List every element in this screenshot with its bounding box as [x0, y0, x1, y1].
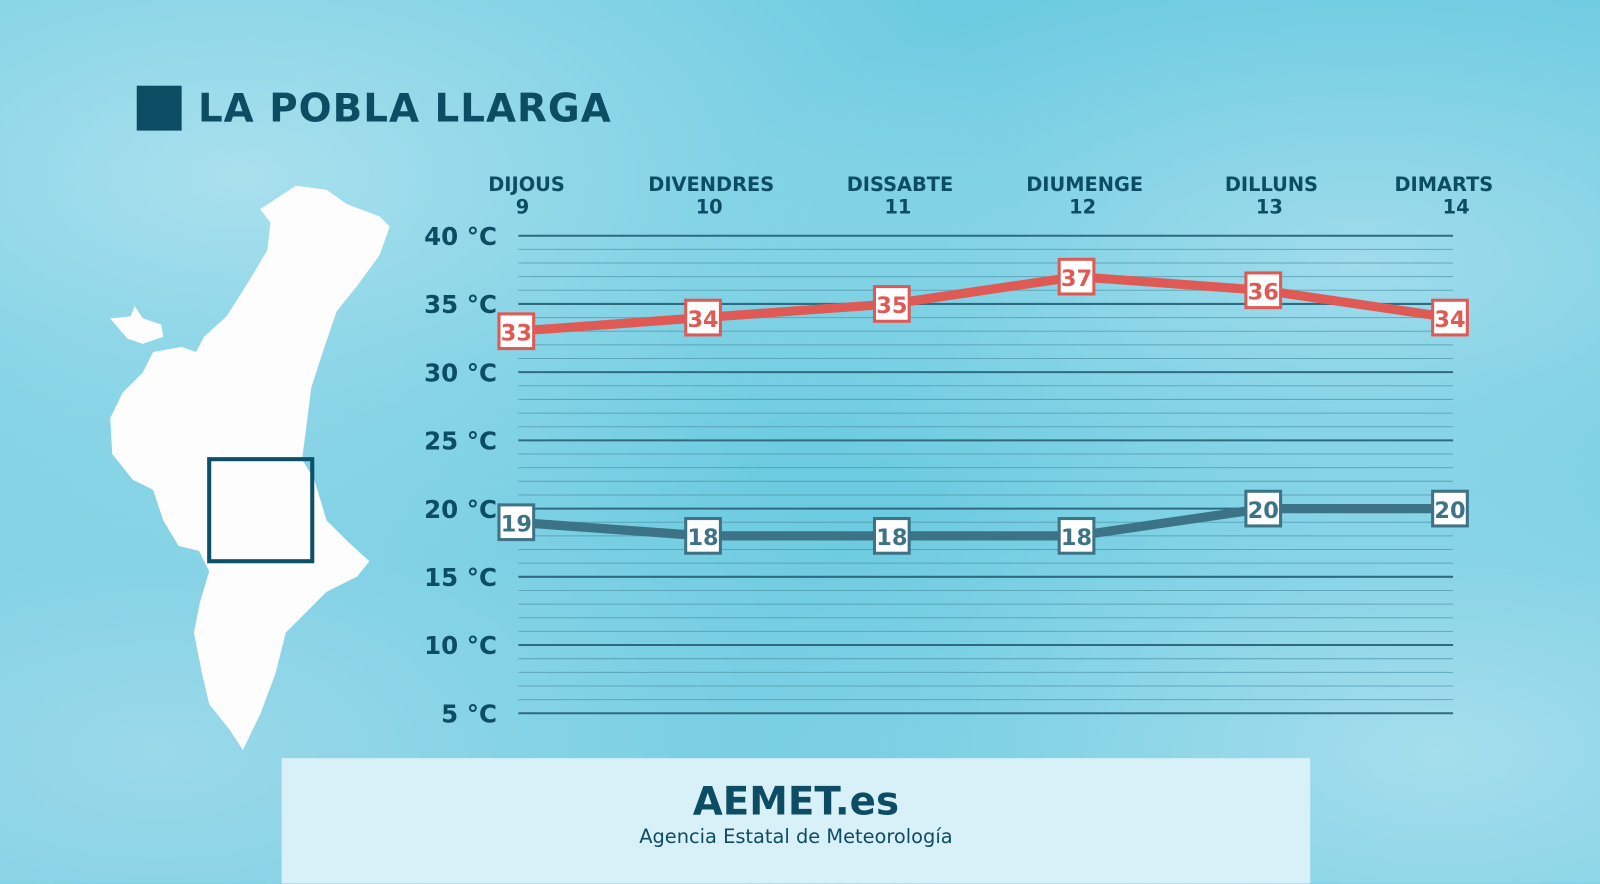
date-label: 10	[696, 195, 723, 218]
max-value-label: 34	[687, 307, 718, 333]
min-point-marker	[1431, 489, 1469, 528]
min-point-marker	[1244, 489, 1283, 528]
footer-banner: AEMET.es Agencia Estatal de Meteorología	[281, 758, 1311, 884]
temperature-chart: 40 °C 35 °C 30 °C 25 °C 20 °C 15 °C 10 °C 5 °C D…	[424, 173, 1493, 729]
day-label: DISSABTE	[847, 173, 954, 196]
y-tick-label: 40 °C	[424, 222, 497, 251]
location-title: LA POBLA LLARGA	[136, 85, 612, 131]
y-tick-label: 20 °C	[424, 495, 497, 524]
max-point-marker	[1431, 298, 1469, 337]
island-shape	[110, 306, 164, 344]
day-label: DIUMENGE	[1026, 173, 1143, 196]
max-value-label: 35	[876, 293, 907, 319]
date-label: 9	[516, 195, 529, 218]
y-tick-label: 5 °C	[441, 699, 497, 728]
date-label: 12	[1069, 195, 1096, 218]
valencia-map-shape	[110, 185, 390, 750]
day-label: DIVENDRES	[648, 173, 774, 196]
max-value-label: 34	[1434, 307, 1465, 333]
day-label: DILLUNS	[1225, 173, 1318, 196]
date-label: 14	[1443, 195, 1470, 218]
day-label: DIJOUS	[488, 173, 565, 196]
min-value-label: 18	[1061, 525, 1092, 551]
min-point-marker	[872, 517, 911, 555]
min-point-marker	[1057, 517, 1096, 555]
max-point-marker	[872, 285, 911, 323]
y-tick-label: 15 °C	[424, 563, 497, 592]
max-temp-line	[515, 272, 1451, 336]
max-point-marker	[1057, 257, 1096, 296]
location-name: LA POBLA LLARGA	[197, 85, 612, 131]
max-point-marker	[1244, 271, 1283, 310]
min-value-label: 20	[1248, 498, 1279, 524]
title-square-icon	[136, 85, 182, 131]
max-point-marker	[497, 312, 536, 351]
min-temp-line	[515, 504, 1450, 541]
max-value-label: 37	[1061, 266, 1092, 292]
min-value-label: 19	[501, 511, 532, 537]
date-label: 13	[1256, 195, 1283, 218]
min-value-label: 20	[1434, 498, 1465, 524]
y-tick-label: 30 °C	[424, 358, 497, 387]
region-map	[110, 185, 390, 750]
max-point-marker	[684, 298, 722, 337]
max-value-label: 36	[1248, 279, 1279, 305]
day-label: DIMARTS	[1394, 173, 1493, 196]
min-value-label: 18	[876, 525, 907, 551]
y-tick-label: 25 °C	[424, 427, 497, 456]
date-label: 11	[884, 195, 911, 218]
min-value-label: 18	[687, 525, 718, 551]
max-value-label: 33	[501, 320, 532, 346]
y-tick-label: 35 °C	[424, 290, 497, 319]
location-marker	[207, 457, 315, 564]
min-point-marker	[497, 503, 536, 542]
aemet-subtitle: Agencia Estatal de Meteorología	[639, 825, 953, 848]
min-point-marker	[684, 517, 722, 555]
aemet-brand: AEMET.es	[692, 778, 900, 824]
y-tick-label: 10 °C	[424, 631, 497, 660]
